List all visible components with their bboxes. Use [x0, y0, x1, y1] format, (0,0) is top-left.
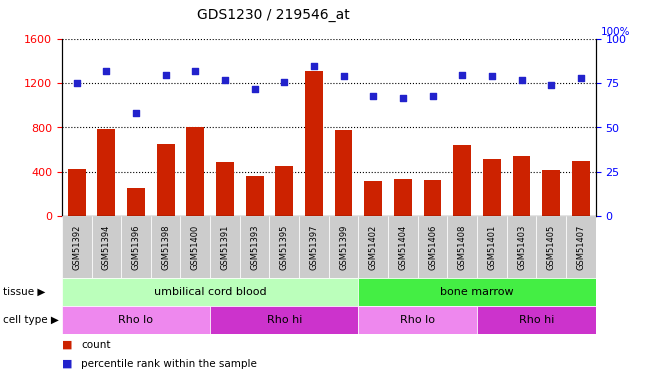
Point [575, 75, 586, 81]
Bar [62, 216, 92, 278]
Text: 100%: 100% [602, 27, 631, 37]
Bar [506, 216, 536, 278]
Point [190, 68, 201, 74]
Bar [359, 278, 596, 306]
Point [427, 93, 437, 99]
Point [160, 72, 171, 78]
Bar [127, 188, 145, 216]
Bar [240, 216, 270, 278]
Bar [566, 216, 596, 278]
Bar [62, 306, 210, 334]
Point [487, 74, 497, 80]
Text: Rho lo: Rho lo [118, 315, 154, 325]
Bar [335, 130, 352, 216]
Text: GSM51407: GSM51407 [576, 225, 585, 270]
Text: GSM51408: GSM51408 [458, 225, 467, 270]
Bar [180, 216, 210, 278]
Point [101, 68, 111, 74]
Point [131, 110, 141, 116]
Bar [359, 306, 477, 334]
Bar [121, 216, 151, 278]
Text: cell type ▶: cell type ▶ [3, 315, 59, 325]
Text: tissue ▶: tissue ▶ [3, 286, 46, 297]
Point [72, 81, 82, 87]
Bar [359, 216, 388, 278]
Bar [98, 129, 115, 216]
Bar [394, 179, 412, 216]
Bar [542, 171, 560, 216]
Text: GSM51405: GSM51405 [547, 225, 556, 270]
Point [457, 72, 467, 78]
Bar [299, 216, 329, 278]
Bar [210, 216, 240, 278]
Bar [536, 216, 566, 278]
Bar [92, 216, 121, 278]
Text: bone marrow: bone marrow [440, 286, 514, 297]
Bar [216, 162, 234, 216]
Text: GSM51397: GSM51397 [309, 225, 318, 270]
Point [249, 86, 260, 92]
Bar [477, 216, 506, 278]
Bar [305, 71, 323, 216]
Bar [477, 306, 596, 334]
Text: ■: ■ [62, 359, 72, 369]
Bar [447, 216, 477, 278]
Text: GSM51398: GSM51398 [161, 225, 170, 270]
Text: GSM51393: GSM51393 [250, 225, 259, 270]
Text: GSM51394: GSM51394 [102, 225, 111, 270]
Bar [512, 156, 531, 216]
Text: Rho hi: Rho hi [519, 315, 554, 325]
Text: GSM51392: GSM51392 [72, 225, 81, 270]
Text: GSM51396: GSM51396 [132, 225, 141, 270]
Text: GSM51400: GSM51400 [191, 225, 200, 270]
Text: Rho lo: Rho lo [400, 315, 436, 325]
Bar [388, 216, 418, 278]
Bar [365, 182, 382, 216]
Text: GSM51395: GSM51395 [280, 225, 289, 270]
Point [546, 82, 557, 88]
Text: GSM51406: GSM51406 [428, 225, 437, 270]
Text: count: count [81, 340, 111, 350]
Text: GSM51404: GSM51404 [398, 225, 408, 270]
Text: GSM51403: GSM51403 [517, 225, 526, 270]
Point [398, 94, 408, 100]
Point [279, 79, 290, 85]
Text: ■: ■ [62, 340, 72, 350]
Text: percentile rank within the sample: percentile rank within the sample [81, 359, 257, 369]
Point [516, 77, 527, 83]
Point [220, 77, 230, 83]
Bar [157, 144, 174, 216]
Text: GDS1230 / 219546_at: GDS1230 / 219546_at [197, 9, 350, 22]
Bar [418, 216, 447, 278]
Bar [151, 216, 180, 278]
Text: GSM51391: GSM51391 [221, 225, 229, 270]
Bar [245, 176, 264, 216]
Bar [329, 216, 359, 278]
Text: GSM51399: GSM51399 [339, 225, 348, 270]
Bar [270, 216, 299, 278]
Bar [453, 145, 471, 216]
Bar [210, 306, 359, 334]
Text: umbilical cord blood: umbilical cord blood [154, 286, 266, 297]
Point [368, 93, 378, 99]
Point [339, 74, 349, 80]
Bar [424, 180, 441, 216]
Text: GSM51401: GSM51401 [488, 225, 496, 270]
Bar [62, 278, 359, 306]
Text: Rho hi: Rho hi [266, 315, 302, 325]
Bar [68, 170, 85, 216]
Bar [186, 128, 204, 216]
Bar [275, 166, 293, 216]
Point [309, 63, 319, 69]
Bar [483, 159, 501, 216]
Text: GSM51402: GSM51402 [368, 225, 378, 270]
Bar [572, 160, 590, 216]
